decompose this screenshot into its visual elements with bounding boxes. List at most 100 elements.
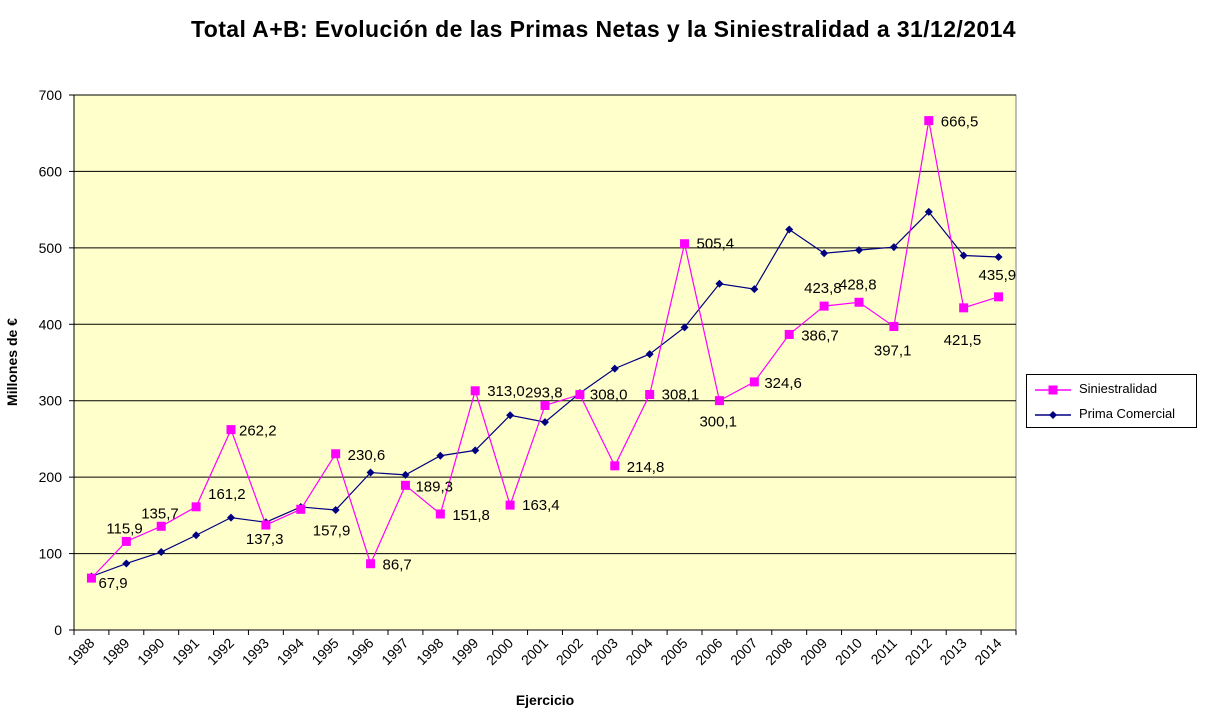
data-point-prima-comercial — [715, 279, 724, 288]
data-point-siniestralidad — [296, 504, 306, 514]
y-tick-label: 400 — [39, 316, 63, 332]
data-label: 135,7 — [141, 505, 179, 522]
data-point-siniestralidad — [435, 509, 445, 519]
data-label: 313,0 — [487, 383, 525, 400]
x-tick-label: 2008 — [762, 635, 795, 668]
data-label: 324,6 — [764, 375, 802, 392]
data-point-prima-comercial — [471, 446, 480, 455]
data-label: 151,8 — [452, 507, 490, 524]
data-point-prima-comercial — [122, 559, 131, 568]
data-label: 428,8 — [839, 276, 877, 293]
legend: Siniestralidad Prima Comercial — [1026, 374, 1197, 428]
y-tick-label: 300 — [39, 393, 63, 409]
data-point-siniestralidad — [226, 425, 236, 435]
gridlines — [74, 94, 1016, 555]
data-point-siniestralidad — [470, 386, 480, 396]
data-point-prima-comercial — [680, 323, 689, 332]
x-tick-label: 1988 — [64, 635, 97, 668]
x-tick-label: 1991 — [169, 635, 202, 668]
legend-item-prima-comercial: Prima Comercial — [1035, 405, 1195, 425]
data-point-siniestralidad — [505, 500, 515, 510]
x-tick-label: 1996 — [343, 635, 376, 668]
data-point-prima-comercial — [366, 468, 375, 477]
x-axis: 1988 1989 1990 1991 1992 1993 1994 1995 1996 1997… — [64, 629, 1017, 668]
x-tick-label: 2007 — [727, 635, 760, 668]
data-label: 230,6 — [348, 447, 386, 464]
data-point-siniestralidad — [994, 292, 1004, 302]
data-point-prima-comercial — [924, 207, 933, 216]
data-label: 161,2 — [208, 486, 246, 503]
data-point-prima-comercial — [541, 418, 549, 427]
legend-item-siniestralidad: Siniestralidad — [1035, 380, 1195, 400]
data-label: 386,7 — [801, 327, 839, 344]
data-point-siniestralidad — [610, 461, 620, 471]
x-tick-label: 2011 — [867, 635, 900, 668]
data-point-prima-comercial — [820, 249, 829, 258]
data-label: 293,8 — [525, 384, 563, 401]
y-tick-label: 700 — [39, 87, 63, 103]
x-tick-label: 2004 — [622, 635, 655, 668]
data-point-siniestralidad — [331, 449, 341, 459]
data-point-siniestralidad — [156, 521, 166, 531]
data-label: 137,3 — [246, 531, 284, 548]
data-point-siniestralidad — [261, 520, 271, 530]
x-tick-label: 1998 — [413, 635, 446, 668]
y-tick-label: 0 — [54, 622, 62, 638]
x-tick-label: 2005 — [657, 635, 690, 668]
data-label: 308,0 — [590, 387, 628, 404]
data-point-prima-comercial — [610, 364, 619, 373]
data-point-prima-comercial — [227, 513, 235, 522]
data-point-siniestralidad — [959, 303, 969, 313]
data-point-prima-comercial — [401, 470, 410, 479]
data-label: 163,4 — [522, 497, 560, 514]
data-point-prima-comercial — [331, 506, 340, 515]
data-point-prima-comercial — [750, 285, 759, 294]
x-tick-label: 2012 — [902, 635, 935, 668]
data-label: 157,9 — [313, 522, 351, 539]
data-point-prima-comercial — [192, 531, 201, 540]
x-tick-label: 1994 — [274, 635, 307, 668]
data-label: 435,9 — [979, 267, 1017, 284]
x-tick-label: 1989 — [99, 635, 132, 668]
y-tick-label: 100 — [39, 546, 63, 562]
x-tick-label: 2001 — [518, 635, 551, 668]
data-point-siniestralidad — [86, 573, 96, 583]
data-point-prima-comercial — [506, 411, 515, 420]
data-label: 308,1 — [662, 387, 700, 404]
plot-area — [73, 94, 1017, 631]
x-tick-label: 1992 — [204, 635, 237, 668]
y-tick-label: 200 — [39, 469, 63, 485]
data-point-siniestralidad — [191, 502, 201, 512]
data-label: 423,8 — [804, 280, 842, 297]
series-layer — [86, 116, 1004, 583]
data-point-siniestralidad — [540, 400, 550, 410]
x-axis-title: Ejercicio — [516, 692, 574, 708]
data-point-siniestralidad — [366, 559, 376, 569]
legend-swatch-prima-comercial — [1035, 411, 1071, 419]
data-point-prima-comercial — [645, 350, 654, 359]
data-label: 397,1 — [874, 343, 912, 360]
legend-swatch-siniestralidad — [1035, 385, 1071, 395]
x-tick-label: 1995 — [308, 635, 341, 668]
y-tick-label: 500 — [39, 240, 63, 256]
x-tick-label: 1999 — [448, 635, 481, 668]
x-tick-label: 2014 — [971, 635, 1004, 668]
legend-label-prima-comercial: Prima Comercial — [1079, 406, 1176, 421]
x-tick-label: 2009 — [797, 635, 830, 668]
data-point-prima-comercial — [855, 246, 863, 255]
data-point-siniestralidad — [714, 396, 724, 406]
data-point-siniestralidad — [121, 536, 131, 546]
data-point-siniestralidad — [680, 239, 690, 249]
data-point-prima-comercial — [889, 243, 898, 252]
data-point-siniestralidad — [889, 322, 899, 332]
legend-label-siniestralidad: Siniestralidad — [1079, 381, 1158, 396]
data-label: 86,7 — [383, 557, 412, 574]
data-label: 262,2 — [239, 423, 277, 440]
x-tick-label: 2003 — [588, 635, 621, 668]
data-label: 115,9 — [106, 520, 142, 537]
data-label: 300,1 — [699, 414, 737, 431]
x-tick-label: 1993 — [239, 635, 272, 668]
data-point-prima-comercial — [436, 451, 445, 460]
chart-title: Total A+B: Evolución de las Primas Netas… — [191, 16, 1016, 42]
